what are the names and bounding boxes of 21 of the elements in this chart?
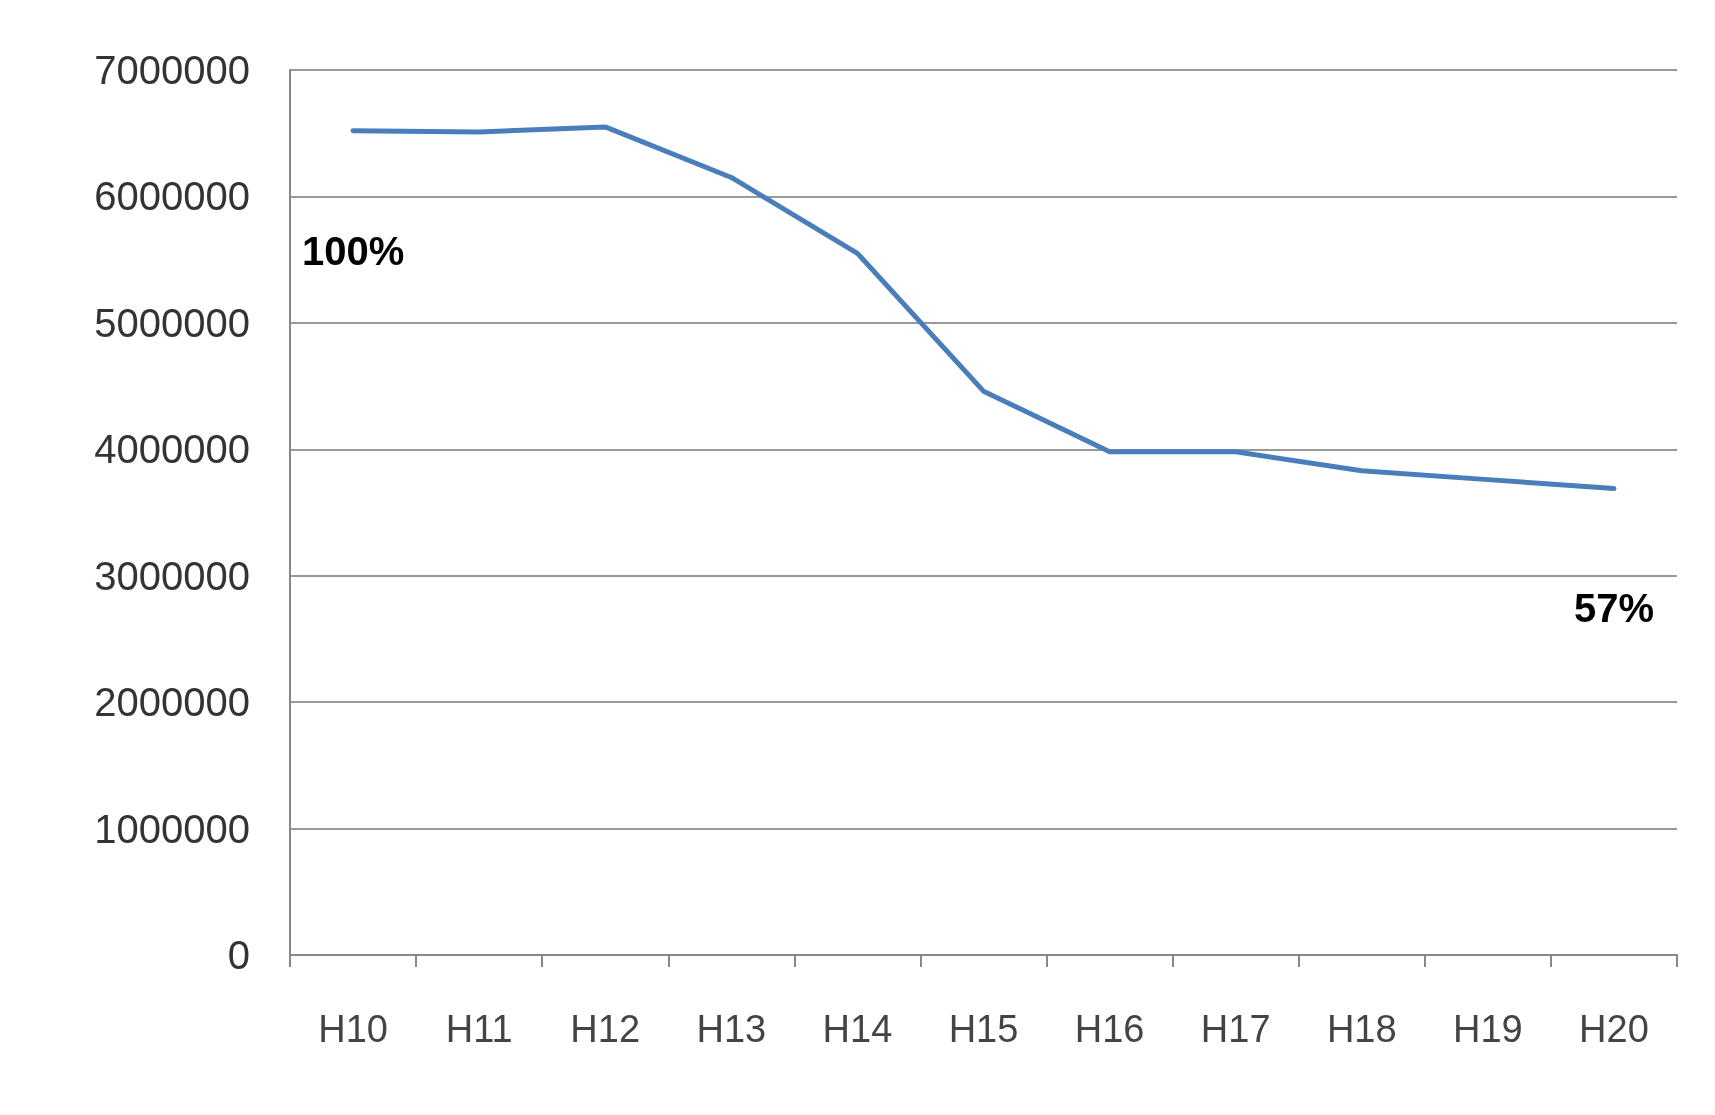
y-tick-label: 6000000	[94, 174, 250, 219]
y-tick-label: 4000000	[94, 427, 250, 472]
y-tick-label: 5000000	[94, 300, 250, 345]
y-tick-label: 7000000	[94, 48, 250, 92]
y-tick-label: 0	[227, 933, 250, 977]
x-tick-label: H13	[696, 1008, 767, 1050]
x-tick-label: H16	[1074, 1008, 1145, 1050]
y-tick-label: 2000000	[94, 680, 250, 725]
x-tick-label: H14	[822, 1008, 893, 1050]
annotation: 57%	[1573, 586, 1654, 631]
x-tick-label: H11	[445, 1008, 513, 1050]
x-tick-label: H17	[1200, 1008, 1271, 1050]
annotation: 100%	[301, 228, 405, 273]
x-tick-label: H10	[318, 1008, 388, 1050]
x-tick-label: H15	[948, 1008, 1019, 1050]
x-tick-label: H19	[1453, 1008, 1523, 1050]
x-tick-label: H12	[570, 1008, 641, 1050]
x-tick-label: H18	[1326, 1008, 1397, 1050]
y-tick-label: 3000000	[94, 553, 250, 598]
y-tick-label: 1000000	[94, 806, 250, 851]
x-tick-label: H20	[1579, 1008, 1649, 1050]
